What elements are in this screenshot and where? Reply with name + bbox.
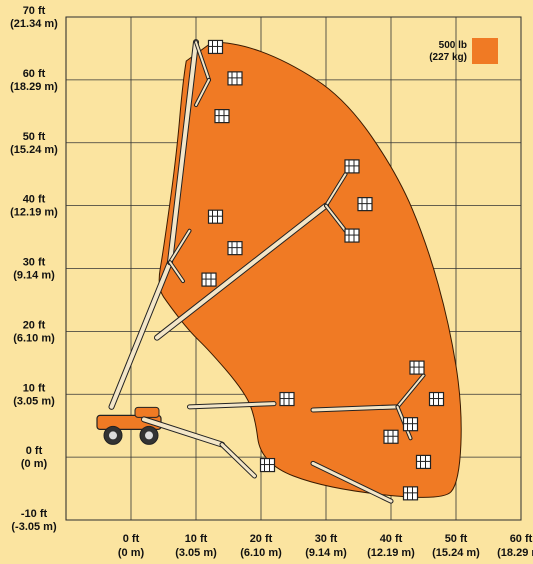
boom-section <box>195 78 210 107</box>
boom-section <box>325 173 347 207</box>
boom-section <box>325 204 347 232</box>
wheel-hub <box>145 431 153 440</box>
x-tick-label: 40 ft <box>380 533 403 545</box>
y-tick-label: 30 ft <box>23 257 46 269</box>
y-tick-sublabel: (21.34 m) <box>10 18 58 30</box>
y-tick-sublabel: (15.24 m) <box>10 144 58 156</box>
legend: 500 lb (227 kg) <box>429 38 498 64</box>
lift-machine-illustration <box>96 39 445 504</box>
x-tick-label: 30 ft <box>315 533 338 545</box>
x-axis-tick-labels: 0 ft (0 m) 10 ft (3.05 m) 20 ft (6.10 m) 30 ft… <box>118 533 533 559</box>
y-tick-label: 50 ft <box>23 131 46 143</box>
boom-section <box>142 417 224 447</box>
boom-section <box>155 203 328 340</box>
turret <box>134 406 160 418</box>
x-tick-label: 0 ft <box>123 533 140 545</box>
x-tick-sublabel: (15.24 m) <box>432 547 480 559</box>
y-tick-label: 40 ft <box>23 194 46 206</box>
y-axis-tick-labels: 70 ft(21.34 m) 60 ft(18.29 m) 50 ft(15.24 … <box>10 5 58 533</box>
boom-section <box>169 261 184 283</box>
x-tick-label: 50 ft <box>445 533 468 545</box>
y-tick-sublabel: (3.05 m) <box>13 395 55 407</box>
boom-section <box>220 443 256 478</box>
x-tick-sublabel: (0 m) <box>118 547 145 559</box>
boom-section <box>195 41 210 81</box>
x-tick-sublabel: (6.10 m) <box>240 547 282 559</box>
x-tick-label: 20 ft <box>250 533 273 545</box>
x-tick-sublabel: (12.19 m) <box>367 547 415 559</box>
x-tick-label: 10 ft <box>185 533 208 545</box>
y-tick-label: 0 ft <box>26 445 43 457</box>
boom-section <box>169 229 191 264</box>
y-tick-sublabel: (18.29 m) <box>10 81 58 93</box>
envelope-area <box>158 41 462 498</box>
x-tick-sublabel: (3.05 m) <box>175 547 217 559</box>
legend-swatch <box>472 38 498 64</box>
legend-label: 500 lb <box>439 40 467 51</box>
x-tick-sublabel: (18.29 m) <box>497 547 533 559</box>
y-tick-label: -10 ft <box>21 508 48 520</box>
y-tick-label: 20 ft <box>23 319 46 331</box>
wheel-hub <box>109 431 117 440</box>
y-tick-label: 70 ft <box>23 5 46 17</box>
boom-section <box>168 40 198 265</box>
y-tick-sublabel: (-3.05 m) <box>11 521 57 533</box>
boom-section <box>188 402 276 409</box>
legend-sublabel: (227 kg) <box>429 52 467 63</box>
boom-section <box>396 374 425 408</box>
y-tick-sublabel: (12.19 m) <box>10 207 58 219</box>
boom-section <box>311 461 393 503</box>
y-tick-sublabel: (6.10 m) <box>13 332 55 344</box>
y-tick-label: 10 ft <box>23 382 46 394</box>
y-tick-sublabel: (9.14 m) <box>13 270 55 282</box>
envelope-layer <box>158 41 462 498</box>
y-tick-label: 60 ft <box>23 68 46 80</box>
x-tick-label: 60 ft <box>510 533 533 545</box>
boom-section <box>109 260 172 409</box>
boom-section <box>311 405 399 412</box>
y-tick-sublabel: (0 m) <box>21 458 48 470</box>
x-tick-sublabel: (9.14 m) <box>305 547 347 559</box>
